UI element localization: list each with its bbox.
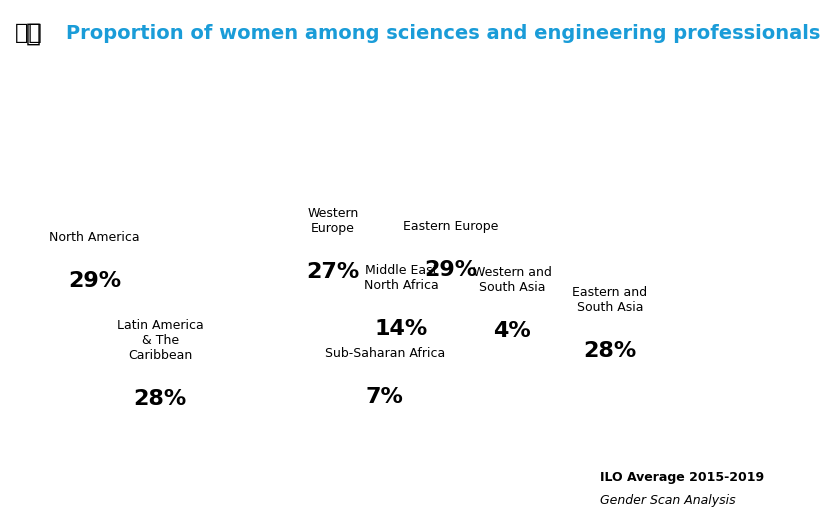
Text: Western
Europe: Western Europe — [307, 207, 358, 235]
Text: 28%: 28% — [134, 389, 187, 409]
Text: Middle East
North Africa: Middle East North Africa — [364, 264, 438, 292]
Text: Gender Scan Analysis: Gender Scan Analysis — [600, 494, 736, 507]
Text: 🔬: 🔬 — [25, 22, 40, 45]
Text: Eastern Europe: Eastern Europe — [403, 220, 498, 233]
Text: Eastern and
South Asia: Eastern and South Asia — [572, 286, 648, 314]
Text: 29%: 29% — [424, 260, 477, 280]
Text: Sub-Saharan Africa: Sub-Saharan Africa — [325, 346, 445, 360]
Text: Proportion of women among sciences and engineering professionals: Proportion of women among sciences and e… — [66, 24, 820, 43]
Text: Latin America
& The
Caribbean: Latin America & The Caribbean — [117, 319, 204, 362]
Text: 👩‍🔬: 👩‍🔬 — [16, 24, 42, 43]
Text: Western and
South Asia: Western and South Asia — [473, 266, 552, 294]
Text: 28%: 28% — [584, 342, 636, 362]
Text: 27%: 27% — [307, 263, 359, 283]
Text: 29%: 29% — [68, 271, 121, 291]
Text: ILO Average 2015-2019: ILO Average 2015-2019 — [600, 471, 764, 484]
Text: 4%: 4% — [493, 321, 531, 341]
Text: 14%: 14% — [375, 319, 427, 339]
Text: North America: North America — [49, 231, 140, 244]
Text: 7%: 7% — [366, 387, 404, 407]
